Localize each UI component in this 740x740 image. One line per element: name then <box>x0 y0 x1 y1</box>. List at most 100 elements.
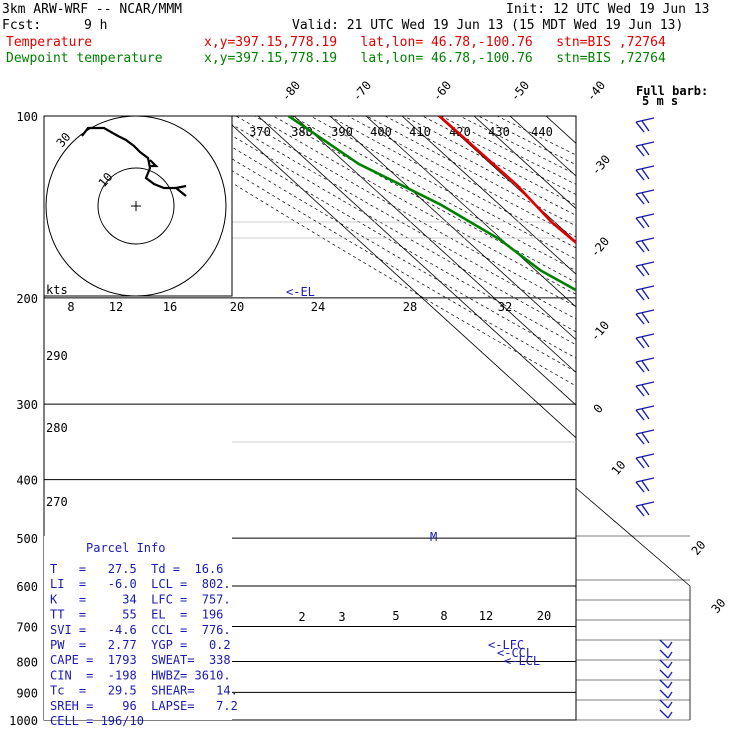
temperature-trace <box>438 116 576 245</box>
storm-motion-marker: M <box>430 530 437 544</box>
wind-barb-flag <box>641 480 650 492</box>
hodograph-speed-label: 24 <box>311 300 325 314</box>
wind-barb-flag <box>635 361 645 373</box>
parcel-info-row: K = 34 LFC = 757. <box>50 592 231 606</box>
wind-barb-flag <box>641 360 650 372</box>
parcel-info-row: Tc = 29.5 SHEAR= 14. <box>50 684 238 698</box>
wind-barb-shaft <box>659 649 669 659</box>
wind-barb-flag <box>641 144 650 156</box>
temperature-legend-info: x,y=397.15,778.19 lat,lon= 46.78,-100.76… <box>204 35 666 50</box>
dry-adiabat-line <box>384 116 576 216</box>
isotherm-line <box>654 116 740 720</box>
wind-barb-flag <box>667 671 673 679</box>
wind-barb-flag <box>641 432 650 444</box>
isotherm-line <box>437 116 576 242</box>
isotherm-label: 10 <box>609 458 629 478</box>
hodograph-trace <box>81 126 187 197</box>
wind-barb-flag <box>635 433 645 445</box>
isotherm-label: -70 <box>350 78 375 104</box>
dry-adiabat-line <box>310 116 576 260</box>
mixing-ratio-label: 3 <box>338 610 345 624</box>
wind-barb-flag <box>641 264 650 276</box>
pressure-tick-label: 300 <box>16 398 38 412</box>
isotherm-label: 30 <box>709 596 729 616</box>
theta-label: 410 <box>409 125 431 139</box>
wind-barb-shaft <box>659 639 669 649</box>
isotherm-line <box>509 116 576 177</box>
parcel-info-row: TT = 55 EL = 196 <box>50 608 223 622</box>
wind-barb-shaft <box>635 357 655 363</box>
theta-left-label: 290 <box>46 349 68 363</box>
wind-barb-flag <box>641 456 650 468</box>
wind-barb-shaft <box>659 659 669 669</box>
dry-adiabat-line <box>179 116 576 346</box>
wind-barb-shaft <box>635 405 655 411</box>
forecast-label: Fcst: <box>2 18 42 33</box>
el-marker: <-EL <box>286 285 315 299</box>
isotherm-line <box>293 116 576 373</box>
wind-barb-flag <box>667 691 673 699</box>
wind-barb-flag <box>667 661 673 669</box>
pressure-tick-label: 100 <box>16 110 38 124</box>
wind-barb-flag <box>641 312 650 324</box>
wind-barb-shaft <box>659 699 669 709</box>
hodograph-speed-label: 20 <box>230 300 244 314</box>
wind-barb-shaft <box>635 429 655 435</box>
mixing-ratio-label: 12 <box>479 609 493 623</box>
parcel-info-row: SVI = -4.6 CCL = 776. <box>50 623 231 637</box>
parcel-info-row: LI = -6.0 LCL = 802. <box>50 577 231 591</box>
theta-left-label: 280 <box>46 421 68 435</box>
parcel-info-row: CAPE = 1793 SWEAT= 338 <box>50 653 231 667</box>
wind-barb-flag <box>635 121 645 133</box>
wind-barb-shaft <box>659 669 669 679</box>
isotherm-label: -80 <box>279 78 304 104</box>
wind-barb-shaft <box>635 309 655 315</box>
parcel-info-row: SREH = 96 LAPSE= 7.2 <box>50 699 238 713</box>
mixing-ratio-label: 8 <box>440 609 447 623</box>
wind-barb-flag <box>641 336 650 348</box>
wind-barb-shaft <box>635 477 655 483</box>
dry-adiabat-line <box>366 116 576 227</box>
isotherm-line <box>221 116 576 439</box>
wind-barb-flag <box>635 481 645 493</box>
isotherm-line <box>618 116 740 720</box>
wind-barb-flag <box>635 289 645 301</box>
dewpoint-legend-name: Dewpoint temperature <box>6 51 163 66</box>
wind-barb-shaft <box>635 165 655 171</box>
theta-label: 380 <box>291 125 313 139</box>
dry-adiabat-line <box>403 116 576 206</box>
wind-barb-flag <box>635 217 645 229</box>
isotherm-line <box>473 116 576 210</box>
wind-barb-flag <box>641 120 650 132</box>
parcel-info-row: PW = 2.77 YGP = 0.2 <box>50 638 231 652</box>
isotherm-line <box>329 116 576 341</box>
dry-adiabat-line <box>161 116 576 359</box>
isotherm-line <box>257 116 576 406</box>
mixing-ratio-label: 20 <box>537 609 551 623</box>
isotherm-line <box>582 116 740 720</box>
wind-barb-shaft <box>635 189 655 195</box>
wind-barb-flag <box>635 385 645 397</box>
wind-barb-shaft <box>635 501 655 507</box>
wind-barb-flag <box>635 505 645 517</box>
pressure-tick-label: 400 <box>16 474 38 488</box>
full-barb-units: 5 m s <box>642 94 678 108</box>
hodograph-ring <box>97 167 175 245</box>
theta-label: 390 <box>331 125 353 139</box>
parcel-info-row: CELL = 196/10 <box>50 714 144 728</box>
wind-barb-flag <box>635 145 645 157</box>
pressure-tick-label: 900 <box>16 686 38 700</box>
dry-adiabat-line <box>422 116 576 195</box>
wind-barb-shaft <box>635 237 655 243</box>
dry-adiabat-line <box>496 116 576 156</box>
wind-barb-flag <box>635 265 645 277</box>
pressure-tick-label: 800 <box>16 655 38 669</box>
wind-barb-flag <box>635 241 645 253</box>
wind-barb-flag <box>635 337 645 349</box>
wind-barb-flag <box>635 169 645 181</box>
pressure-tick-label: 1000 <box>9 714 38 728</box>
parcel-info-row: CIN = -198 HWBZ= 3610. <box>50 668 231 682</box>
isotherm-label: 0 <box>591 401 606 416</box>
dry-adiabat-line <box>198 116 576 333</box>
theta-label: 440 <box>531 125 553 139</box>
